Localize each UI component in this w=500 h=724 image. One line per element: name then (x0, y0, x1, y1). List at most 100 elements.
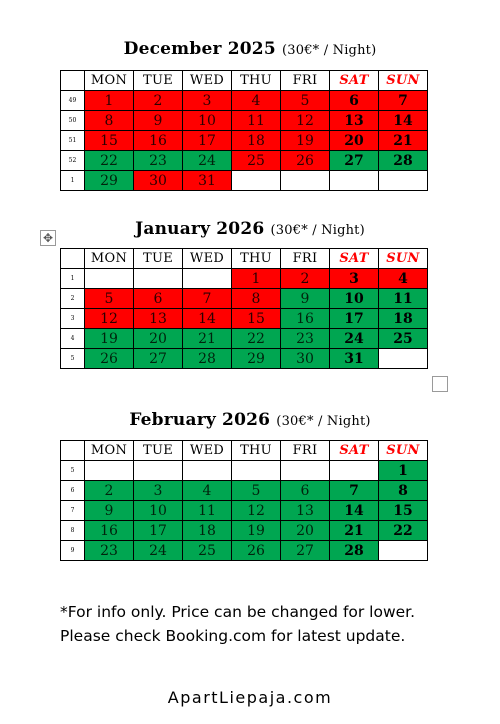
day-cell-available: 16 (280, 308, 330, 329)
weekday-header: SAT (329, 248, 379, 269)
day-cell-booked: 15 (231, 308, 281, 329)
week-number: 8 (60, 520, 85, 541)
empty-day-cell (133, 268, 183, 289)
week-number: 1 (60, 268, 85, 289)
day-cell-available: 28 (182, 348, 232, 369)
day-cell-available: 17 (329, 308, 379, 329)
day-cell-available: 10 (329, 288, 379, 309)
empty-day-cell (231, 170, 281, 191)
empty-day-cell (378, 348, 428, 369)
day-cell-booked: 15 (84, 130, 134, 151)
day-cell-available: 28 (329, 540, 379, 561)
week-row: 3 12 13 14 15 16 17 18 (60, 308, 428, 329)
week-number: 9 (60, 540, 85, 561)
day-cell-available: 23 (133, 150, 183, 171)
week-number: 4 (60, 328, 85, 349)
table-resize-handle-icon[interactable] (432, 376, 448, 392)
weekday-header-row: MON TUE WED THU FRI SAT SUN (60, 248, 428, 269)
weekday-header: SUN (378, 70, 428, 91)
move-arrows-icon[interactable]: ✥ (40, 230, 56, 246)
weekday-header: MON (84, 248, 134, 269)
day-cell-booked: 26 (280, 150, 330, 171)
day-cell-available: 22 (84, 150, 134, 171)
day-cell-available: 4 (182, 480, 232, 501)
day-cell-available: 14 (329, 500, 379, 521)
week-number: 50 (60, 110, 85, 131)
month-block: January 2026 (30€* / Night) MON TUE WED THU… (0, 216, 500, 369)
week-number-header (60, 70, 85, 91)
day-cell-available: 25 (182, 540, 232, 561)
website-footer[interactable]: ApartLiepaja.com (167, 688, 333, 707)
day-cell-booked: 8 (84, 110, 134, 131)
day-cell-booked: 1 (84, 90, 134, 111)
weekday-header: MON (84, 70, 134, 91)
week-row: 7 9 10 11 12 13 14 15 (60, 500, 428, 521)
day-cell-available: 26 (231, 540, 281, 561)
weekday-header-row: MON TUE WED THU FRI SAT SUN (60, 440, 428, 461)
day-cell-available: 2 (84, 480, 134, 501)
week-number-header (60, 248, 85, 269)
day-cell-booked: 13 (329, 110, 379, 131)
disclaimer-line: Please check Booking.com for latest upda… (60, 627, 406, 645)
day-cell-available: 28 (378, 150, 428, 171)
day-cell-available: 15 (378, 500, 428, 521)
month-title: December 2025 (30€* / Night) (0, 36, 500, 62)
weekday-header: TUE (133, 248, 183, 269)
day-cell-available: 27 (133, 348, 183, 369)
day-cell-booked: 3 (182, 90, 232, 111)
day-cell-available: 18 (182, 520, 232, 541)
day-cell-available: 11 (182, 500, 232, 521)
empty-day-cell (133, 460, 183, 481)
weekday-header: THU (231, 70, 281, 91)
week-row: 51 15 16 17 18 19 20 21 (60, 130, 428, 151)
calendar-table: MON TUE WED THU FRI SAT SUN 5 1 6 2 3 4 5 6 7 8 7 9 10 11 12 1… (60, 440, 428, 561)
day-cell-available: 27 (280, 540, 330, 561)
empty-day-cell (280, 170, 330, 191)
day-cell-booked: 4 (378, 268, 428, 289)
day-cell-available: 9 (280, 288, 330, 309)
day-cell-available: 13 (280, 500, 330, 521)
week-number: 6 (60, 480, 85, 501)
empty-day-cell (378, 170, 428, 191)
day-cell-booked: 14 (378, 110, 428, 131)
weekday-header: SAT (329, 70, 379, 91)
month-name: February 2026 (129, 410, 271, 430)
weekday-header: FRI (280, 70, 330, 91)
empty-day-cell (84, 268, 134, 289)
day-cell-available: 16 (84, 520, 134, 541)
week-number: 5 (60, 348, 85, 369)
weekday-header: SUN (378, 248, 428, 269)
day-cell-booked: 25 (231, 150, 281, 171)
day-cell-booked: 14 (182, 308, 232, 329)
day-cell-available: 26 (84, 348, 134, 369)
empty-day-cell (231, 460, 281, 481)
day-cell-available: 21 (182, 328, 232, 349)
day-cell-available: 22 (231, 328, 281, 349)
weekday-header: SAT (329, 440, 379, 461)
week-row: 8 16 17 18 19 20 21 22 (60, 520, 428, 541)
empty-day-cell (280, 460, 330, 481)
week-number: 5 (60, 460, 85, 481)
day-cell-booked: 18 (231, 130, 281, 151)
price-per-night: (30€* / Night) (281, 43, 377, 58)
day-cell-booked: 7 (378, 90, 428, 111)
price-per-night: (30€* / Night) (276, 414, 371, 429)
day-cell-booked: 5 (280, 90, 330, 111)
day-cell-available: 10 (133, 500, 183, 521)
weekday-header: FRI (280, 248, 330, 269)
day-cell-booked: 19 (280, 130, 330, 151)
day-cell-available: 24 (133, 540, 183, 561)
day-cell-available: 8 (378, 480, 428, 501)
empty-day-cell (84, 460, 134, 481)
day-cell-available: 24 (329, 328, 379, 349)
week-row: 9 23 24 25 26 27 28 (60, 540, 428, 561)
week-row: 5 26 27 28 29 30 31 (60, 348, 428, 369)
weekday-header: THU (231, 248, 281, 269)
day-cell-booked: 8 (231, 288, 281, 309)
week-number: 7 (60, 500, 85, 521)
empty-day-cell (329, 460, 379, 481)
weekday-header: WED (182, 248, 232, 269)
day-cell-available: 17 (133, 520, 183, 541)
